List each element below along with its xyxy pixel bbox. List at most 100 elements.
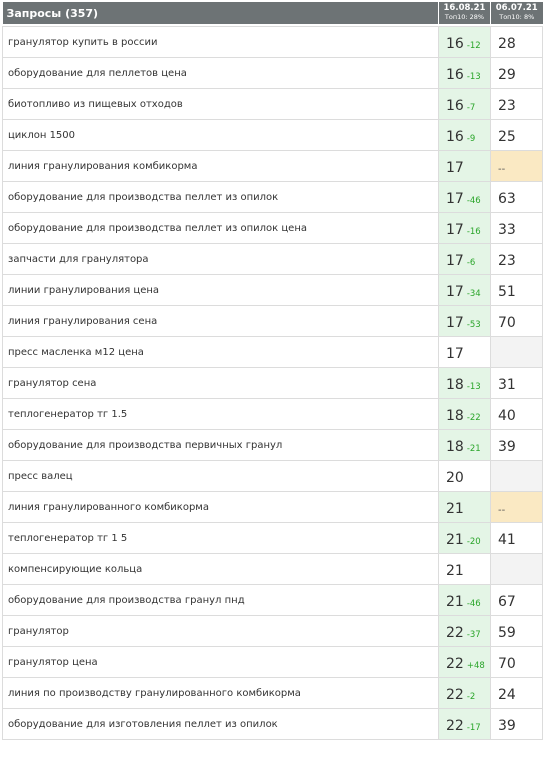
queries-header[interactable]: Запросы (357) — [2, 2, 439, 24]
position-cell-date2: 33 — [490, 212, 543, 244]
query-cell[interactable]: теплогенератор тг 1.5 — [2, 398, 439, 430]
position-change: -16 — [466, 226, 481, 237]
query-cell[interactable]: гранулятор — [2, 615, 439, 647]
table-row: теплогенератор тг 1.5 18 -22 40 — [2, 398, 543, 430]
position-cell-date1: 17 -6 — [438, 243, 491, 275]
table-row: оборудование для пеллетов цена 16 -13 29 — [2, 57, 543, 89]
table-row: гранулятор цена 22 +48 70 — [2, 646, 543, 678]
position-value: 22 — [446, 655, 464, 672]
query-cell[interactable]: гранулятор цена — [2, 646, 439, 678]
table-row: теплогенератор тг 1 5 21 -20 41 — [2, 522, 543, 554]
query-cell[interactable]: линия гранулирования комбикорма — [2, 150, 439, 182]
query-cell[interactable]: циклон 1500 — [2, 119, 439, 151]
query-cell[interactable]: линия гранулированного комбикорма — [2, 491, 439, 523]
query-cell[interactable]: оборудование для производства гранул пнд — [2, 584, 439, 616]
position-value: 16 — [446, 128, 464, 145]
query-cell[interactable]: гранулятор сена — [2, 367, 439, 399]
position-cell-date1: 18 -22 — [438, 398, 491, 430]
position-value: 17 — [446, 345, 464, 362]
position-value: 63 — [498, 190, 516, 207]
query-cell[interactable]: линии гранулирования цена — [2, 274, 439, 306]
query-cell[interactable]: гранулятор купить в россии — [2, 26, 439, 58]
position-cell-date2: 28 — [490, 26, 543, 58]
table-row: пресс валец 20 — [2, 460, 543, 492]
position-value: 17 — [446, 221, 464, 238]
position-cell-date2: -- — [490, 150, 543, 182]
position-change: -2 — [466, 691, 476, 702]
query-cell[interactable]: оборудование для производства пеллет из … — [2, 212, 439, 244]
query-cell[interactable]: оборудование для пеллетов цена — [2, 57, 439, 89]
position-value: 40 — [498, 407, 516, 424]
position-change: -37 — [466, 629, 481, 640]
position-cell-date1: 22 -2 — [438, 677, 491, 709]
position-cell-date1: 18 -21 — [438, 429, 491, 461]
query-cell[interactable]: оборудование для производства первичных … — [2, 429, 439, 461]
position-change: +48 — [466, 660, 485, 671]
position-cell-date1: 17 -46 — [438, 181, 491, 213]
query-cell[interactable]: оборудование для производства пеллет из … — [2, 181, 439, 213]
position-value: 18 — [446, 407, 464, 424]
table-row: запчасти для гранулятора 17 -6 23 — [2, 243, 543, 275]
table-row: линии гранулирования цена 17 -34 51 — [2, 274, 543, 306]
query-cell[interactable]: теплогенератор тг 1 5 — [2, 522, 439, 554]
position-value: 23 — [498, 97, 516, 114]
position-value: 16 — [446, 66, 464, 83]
query-cell[interactable]: оборудование для изготовления пеллет из … — [2, 708, 439, 740]
table-row: пресс масленка м12 цена 17 — [2, 336, 543, 368]
date2-header[interactable]: 06.07.21 Топ10: 8% — [490, 2, 543, 24]
position-value: 70 — [498, 314, 516, 331]
position-cell-date1: 17 — [438, 150, 491, 182]
table-header: Запросы (357) 16.08.21 Топ10: 28% 06.07.… — [2, 2, 543, 24]
position-change: -46 — [466, 598, 481, 609]
position-cell-date1: 17 -34 — [438, 274, 491, 306]
date2-label: 06.07.21 — [495, 3, 538, 13]
position-value: 16 — [446, 97, 464, 114]
table-row: оборудование для изготовления пеллет из … — [2, 708, 543, 740]
position-value: 23 — [498, 252, 516, 269]
table-body: гранулятор купить в россии 16 -12 28 оборудо… — [2, 26, 543, 740]
queries-table: Запросы (357) 16.08.21 Топ10: 28% 06.07.… — [2, 2, 543, 740]
position-cell-date1: 16 -13 — [438, 57, 491, 89]
date1-header[interactable]: 16.08.21 Топ10: 28% — [438, 2, 491, 24]
position-cell-date2: 63 — [490, 181, 543, 213]
table-row: линия по производству гранулированного к… — [2, 677, 543, 709]
position-cell-date1: 16 -12 — [438, 26, 491, 58]
position-value: 18 — [446, 376, 464, 393]
position-cell-date2: 29 — [490, 57, 543, 89]
position-change: -53 — [466, 319, 481, 330]
position-cell-date2: 25 — [490, 119, 543, 151]
query-cell[interactable]: запчасти для гранулятора — [2, 243, 439, 275]
position-change: -9 — [466, 133, 476, 144]
position-cell-date2: 23 — [490, 243, 543, 275]
position-change: -17 — [466, 722, 481, 733]
query-cell[interactable]: компенсирующие кольца — [2, 553, 439, 585]
position-change: -13 — [466, 381, 481, 392]
date1-label: 16.08.21 — [443, 3, 486, 13]
query-cell[interactable]: пресс валец — [2, 460, 439, 492]
query-cell[interactable]: пресс масленка м12 цена — [2, 336, 439, 368]
position-value: 70 — [498, 655, 516, 672]
position-cell-date2: 39 — [490, 708, 543, 740]
position-change: -34 — [466, 288, 481, 299]
query-cell[interactable]: биотопливо из пищевых отходов — [2, 88, 439, 120]
position-value: 67 — [498, 593, 516, 610]
position-value: 31 — [498, 376, 516, 393]
table-row: линия гранулированного комбикорма 21 -- — [2, 491, 543, 523]
table-row: биотопливо из пищевых отходов 16 -7 23 — [2, 88, 543, 120]
query-cell[interactable]: линия по производству гранулированного к… — [2, 677, 439, 709]
position-value: 41 — [498, 531, 516, 548]
position-cell-date2 — [490, 460, 543, 492]
query-cell[interactable]: линия гранулирования сена — [2, 305, 439, 337]
position-change: -7 — [466, 102, 476, 113]
position-value: 17 — [446, 283, 464, 300]
position-value: 24 — [498, 686, 516, 703]
position-cell-date2: 67 — [490, 584, 543, 616]
position-cell-date1: 22 +48 — [438, 646, 491, 678]
position-change: -46 — [466, 195, 481, 206]
date1-top10: Топ10: 28% — [444, 13, 485, 21]
position-value: 21 — [446, 531, 464, 548]
position-cell-date1: 16 -7 — [438, 88, 491, 120]
position-value: 33 — [498, 221, 516, 238]
position-cell-date2: -- — [490, 491, 543, 523]
position-cell-date2: 70 — [490, 646, 543, 678]
